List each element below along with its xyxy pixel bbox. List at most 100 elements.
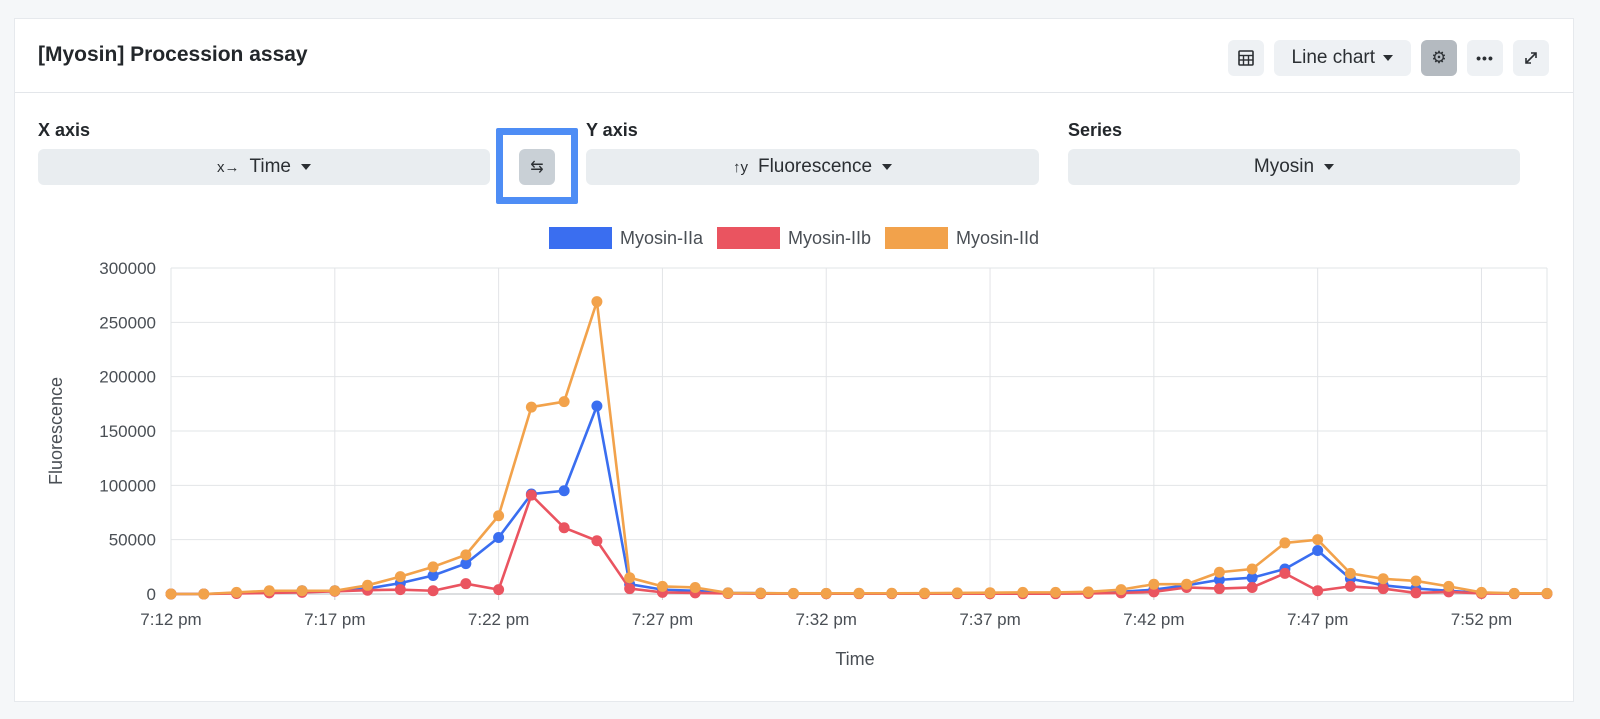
legend-item[interactable]: Myosin-IId (885, 227, 1039, 249)
data-point (1115, 584, 1127, 596)
legend-swatch (548, 227, 612, 249)
y-axis-value: Fluorescence (757, 156, 873, 177)
data-point (755, 587, 767, 599)
settings-button[interactable]: ⚙ (1421, 40, 1457, 76)
data-point (1312, 585, 1324, 597)
y-tick-label: 50000 (109, 531, 156, 550)
data-point (1443, 580, 1455, 592)
data-point (1279, 567, 1291, 579)
expand-icon (1525, 52, 1537, 64)
table-view-button[interactable] (1227, 40, 1264, 76)
x-tick-label: 7:32 pm (796, 610, 857, 629)
data-point (591, 296, 603, 308)
data-point (362, 579, 374, 591)
data-point (1213, 583, 1225, 595)
data-point (624, 583, 636, 595)
data-point (329, 585, 341, 597)
y-tick-label: 250000 (99, 313, 156, 332)
series-selector[interactable]: Myosin (1068, 149, 1520, 185)
data-point (820, 587, 832, 599)
data-point (1312, 534, 1324, 546)
x-tick-label: 7:42 pm (1123, 610, 1184, 629)
x-tick-label: 7:27 pm (632, 610, 693, 629)
data-point (460, 578, 472, 590)
legend-label: Myosin-IId (956, 227, 1040, 248)
series-line-1 (171, 404, 1547, 596)
data-point (558, 485, 570, 497)
data-point (1377, 583, 1389, 595)
x-tick-label: 7:22 pm (468, 610, 529, 629)
y-axis-selector[interactable]: ↑y Fluorescence (586, 149, 1039, 185)
series-value: Myosin (1253, 156, 1315, 177)
x-axis-value: Time (249, 156, 292, 177)
data-point (296, 585, 308, 597)
data-point (787, 587, 799, 599)
data-point (853, 587, 865, 599)
chart-type-dropdown[interactable]: Line chart (1273, 40, 1411, 76)
table-icon (1237, 50, 1254, 66)
gear-icon: ⚙ (1431, 48, 1447, 67)
chevron-down-icon (882, 164, 893, 170)
data-point (722, 587, 734, 599)
swap-highlight-frame (496, 128, 578, 204)
data-point (263, 585, 275, 597)
data-point (427, 561, 439, 573)
y-axis-title: Fluorescence (46, 377, 66, 485)
data-point (689, 581, 701, 593)
x-tick-label: 7:17 pm (304, 610, 365, 629)
legend-label: Myosin-IIa (619, 227, 703, 248)
data-point (558, 396, 570, 408)
data-point (1017, 586, 1029, 598)
legend-item[interactable]: Myosin-IIb (716, 227, 872, 249)
data-point (1541, 587, 1553, 599)
y-tick-label: 150000 (99, 422, 156, 441)
more-options-button[interactable]: ••• (1467, 40, 1503, 76)
chart-legend: Myosin-IIa Myosin-IIb Myosin-IId (15, 227, 1573, 249)
data-point (1246, 572, 1258, 584)
series-line-2 (171, 493, 1547, 596)
data-point (1344, 580, 1356, 592)
data-point (1410, 587, 1422, 599)
data-point (919, 587, 931, 599)
legend-item[interactable]: Myosin-IIa (548, 227, 703, 249)
data-point (1181, 578, 1193, 590)
legend-label: Myosin-IIb (787, 227, 872, 248)
data-point (984, 587, 996, 599)
data-point (1410, 575, 1422, 587)
data-point (1246, 581, 1258, 593)
data-point (493, 531, 505, 543)
data-point (525, 401, 537, 413)
data-point (1279, 537, 1291, 549)
data-point (1148, 586, 1160, 598)
swap-arrows-icon: ⇆ (530, 159, 544, 176)
data-point (198, 588, 210, 600)
x-axis-label: X axis (38, 120, 91, 140)
data-point (1050, 586, 1062, 598)
data-point (165, 588, 177, 600)
y-axis-label: Y axis (586, 120, 638, 140)
x-axis-icon: x→ (216, 158, 240, 176)
x-tick-label: 7:47 pm (1287, 610, 1348, 629)
data-point (951, 587, 963, 599)
toolbar: Line chart ⚙ ••• (1227, 40, 1549, 76)
page-title: [Myosin] Procession assay (38, 43, 308, 66)
data-point (591, 400, 603, 412)
data-point (1475, 586, 1487, 598)
data-point (886, 587, 898, 599)
data-point (656, 580, 668, 592)
expand-button[interactable] (1513, 40, 1549, 76)
data-point (1246, 563, 1258, 575)
legend-swatch (716, 227, 780, 249)
card-header: [Myosin] Procession assay Line chart ⚙ • (15, 19, 1573, 93)
data-point (1312, 545, 1324, 557)
legend-swatch (885, 227, 949, 249)
y-tick-label: 100000 (99, 476, 156, 495)
y-tick-label: 0 (147, 585, 156, 604)
data-point (1508, 587, 1520, 599)
data-point (1213, 574, 1225, 586)
x-axis-selector[interactable]: x→ Time (38, 149, 490, 185)
x-tick-label: 7:37 pm (959, 610, 1020, 629)
data-point (394, 571, 406, 583)
swap-axes-button[interactable]: ⇆ (519, 149, 555, 185)
